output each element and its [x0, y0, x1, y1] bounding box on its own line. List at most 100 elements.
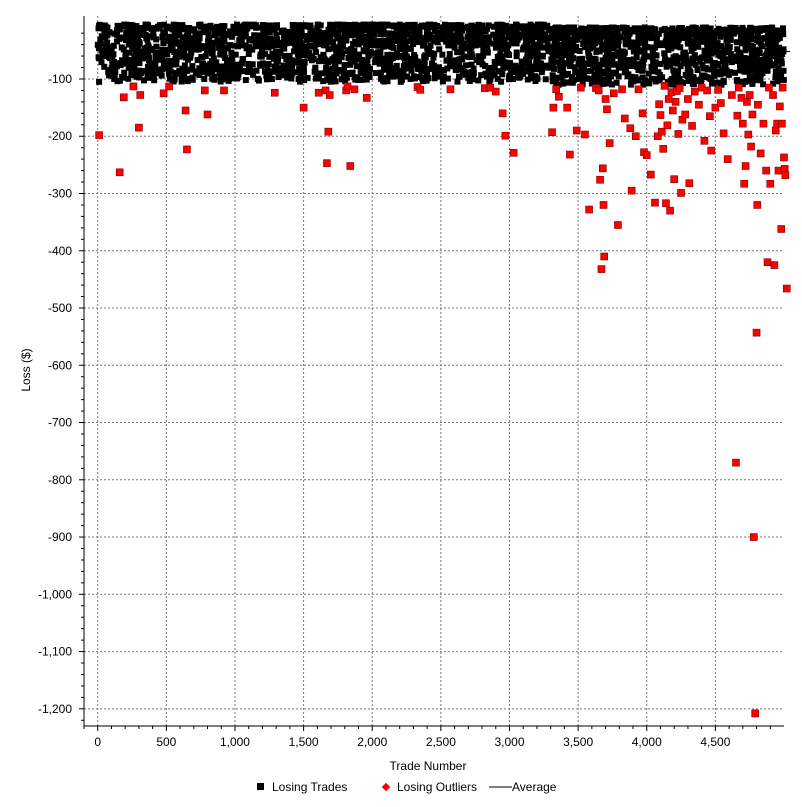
y-tick-label: -200: [48, 129, 72, 143]
losing-trade-point: [696, 58, 703, 65]
losing-trade-point: [586, 75, 593, 82]
losing-trade-point: [649, 75, 656, 82]
losing-trade-point: [144, 63, 151, 70]
losing-trade-point: [555, 52, 562, 59]
losing-trade-point: [311, 42, 318, 49]
losing-trade-point: [610, 45, 617, 52]
losing-outlier-point: [651, 198, 659, 207]
losing-trade-point: [113, 31, 120, 38]
losing-trade-point: [192, 42, 199, 49]
losing-trade-point: [430, 54, 437, 61]
losing-trade-point: [283, 56, 290, 63]
losing-trade-point: [533, 26, 540, 33]
losing-trade-point: [635, 67, 642, 74]
losing-trade-point: [476, 30, 483, 37]
losing-trade-point: [453, 67, 460, 74]
losing-outlier-point: [95, 131, 103, 139]
losing-trade-point: [94, 41, 101, 48]
losing-trade-point: [523, 67, 530, 74]
losing-trade-point: [331, 60, 338, 67]
losing-trade-point: [723, 26, 730, 33]
losing-trade-point: [100, 24, 107, 31]
losing-trade-point: [748, 26, 755, 33]
losing-outlier-point: [552, 85, 560, 94]
losing-trade-point: [370, 40, 377, 47]
losing-trade-point: [699, 62, 706, 69]
losing-trade-point: [456, 73, 463, 80]
losing-trade-point: [155, 25, 162, 32]
losing-trade-point: [748, 73, 755, 80]
losing-trade-point: [221, 30, 228, 37]
losing-outlier-point: [732, 458, 740, 467]
losing-trade-point: [165, 70, 172, 77]
x-tick-label: 1,500: [289, 735, 319, 749]
losing-outlier-point: [200, 86, 209, 95]
losing-trade-point: [334, 35, 341, 42]
losing-outlier-point: [690, 87, 699, 96]
losing-trade-point: [699, 54, 706, 61]
losing-trade-point: [531, 29, 538, 36]
losing-trade-point: [251, 32, 258, 39]
losing-trade-point: [163, 24, 170, 31]
losing-outlier-point: [446, 85, 455, 94]
losing-trade-point: [745, 38, 752, 45]
losing-outlier-point: [700, 137, 709, 145]
losing-trade-point: [295, 51, 302, 58]
losing-trade-point: [444, 65, 451, 72]
losing-trade-point: [542, 76, 549, 83]
losing-trade-point: [229, 55, 236, 62]
losing-trade-point: [238, 60, 245, 67]
losing-trade-point: [301, 59, 308, 66]
losing-trade-point: [470, 24, 477, 31]
losing-trade-point: [338, 54, 345, 61]
losing-trade-point: [117, 62, 124, 69]
losing-trade-point: [363, 43, 370, 50]
losing-trade-point: [622, 26, 629, 33]
legend-label-average: Average: [512, 780, 557, 794]
losing-trade-point: [749, 80, 756, 87]
losing-trade-point: [317, 32, 324, 39]
x-tick-label: 0: [94, 735, 101, 749]
losing-trade-point: [763, 51, 770, 58]
losing-trade-point: [280, 43, 287, 50]
losing-trade-point: [393, 54, 400, 61]
losing-trade-point: [288, 75, 295, 82]
losing-trade-point: [646, 32, 653, 39]
losing-trade-point: [634, 61, 641, 68]
losing-outlier-point: [670, 175, 678, 183]
losing-trade-point: [150, 28, 157, 35]
losing-outlier-point: [734, 83, 743, 92]
losing-trade-point: [584, 29, 591, 36]
losing-trade-point: [567, 61, 574, 68]
losing-trade-point: [640, 81, 647, 88]
losing-outlier-point: [638, 109, 647, 118]
losing-trade-point: [417, 23, 424, 30]
losing-outlier-point: [706, 112, 714, 121]
losing-trade-point: [592, 29, 599, 36]
losing-trade-point: [254, 75, 261, 82]
losing-trade-point: [414, 39, 421, 46]
losing-trade-point: [697, 38, 704, 45]
losing-outlier-point: [763, 258, 772, 267]
losing-trade-point: [571, 64, 578, 71]
losing-trade-point: [604, 40, 611, 47]
losing-trade-point: [590, 44, 597, 51]
losing-trade-point: [221, 70, 228, 77]
losing-trade-point: [724, 45, 731, 52]
losing-outlier-point: [743, 98, 751, 106]
losing-trade-point: [576, 27, 583, 34]
losing-trade-point: [780, 46, 787, 53]
losing-trade-point: [301, 77, 308, 84]
losing-trade-point: [581, 44, 588, 51]
losing-trade-point: [573, 31, 580, 38]
losing-trade-point: [508, 65, 515, 72]
losing-trade-point: [439, 24, 446, 31]
losing-trade-point: [594, 47, 601, 54]
losing-trade-point: [211, 76, 218, 83]
losing-trade-point: [707, 25, 714, 32]
losing-trade-point: [153, 43, 160, 50]
losing-trade-point: [121, 69, 128, 76]
losing-trade-point: [424, 69, 431, 76]
losing-outlier-point: [581, 130, 589, 139]
losing-trade-point: [639, 37, 646, 44]
